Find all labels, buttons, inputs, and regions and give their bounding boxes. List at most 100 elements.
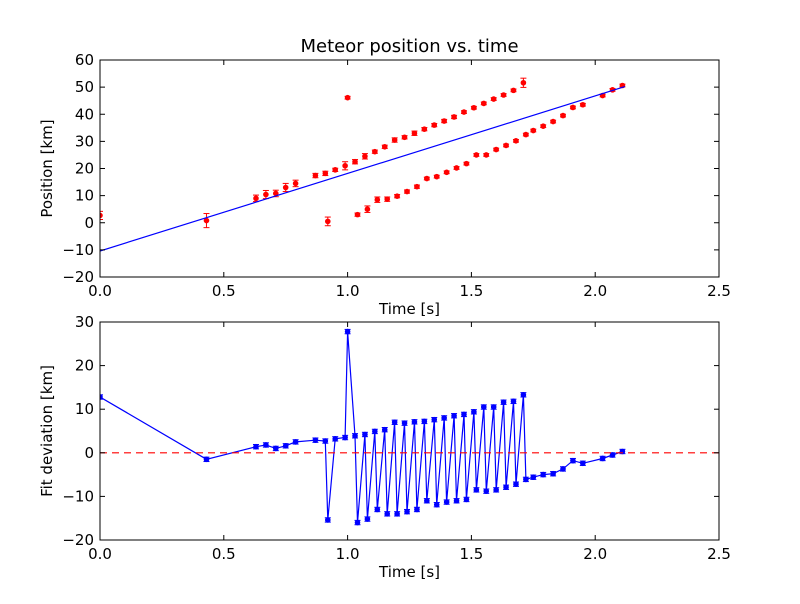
position-data-point [401, 134, 408, 141]
position-data-point [453, 165, 460, 171]
deviation-marker [424, 497, 430, 504]
deviation-data-point [530, 474, 537, 481]
deviation-marker [344, 328, 351, 335]
deviation-data-point [460, 411, 467, 418]
deviation-data-point [381, 426, 388, 433]
deviation-data-point [609, 452, 616, 458]
position-marker [352, 158, 358, 165]
deviation-chart-x-label: Time [s] [378, 563, 440, 581]
position-data-point [503, 142, 510, 149]
deviation-data-point [463, 496, 470, 503]
position-marker [342, 162, 348, 169]
position-marker [263, 191, 269, 198]
position-chart-y-label: Position [km] [38, 119, 56, 217]
position-data-point [433, 173, 440, 180]
deviation-marker [411, 419, 418, 425]
deviation-marker [493, 487, 499, 493]
position-data-point [381, 144, 388, 150]
position-data-point [404, 188, 411, 195]
position-data-point [470, 104, 477, 111]
position-marker [580, 101, 586, 108]
position-marker [461, 109, 467, 115]
position-data-point [473, 152, 480, 158]
deviation-data-point [361, 431, 368, 438]
position-marker [421, 126, 428, 132]
position-data-point [282, 182, 289, 193]
position-data-point [391, 137, 398, 143]
deviation-chart: 0.0 0.5 1.0 1.5 2.0 2.5 −20 −10 0 10 20 30 Time [s… [38, 313, 731, 581]
deviation-marker [513, 481, 519, 487]
position-marker [443, 169, 450, 176]
deviation-x-tick-label: 2.0 [583, 545, 607, 563]
deviation-marker [540, 471, 547, 478]
position-marker [203, 217, 210, 224]
position-y-tick-label: 60 [75, 51, 94, 69]
deviation-marker [473, 487, 480, 493]
position-marker [513, 138, 519, 144]
position-data-point [493, 146, 500, 153]
position-marker [523, 131, 529, 138]
position-data-point [540, 123, 547, 129]
position-data-point [560, 112, 567, 119]
deviation-deviation-line [100, 331, 623, 523]
deviation-data-point [453, 497, 460, 504]
position-chart-x-label: Time [s] [378, 300, 440, 318]
deviation-marker [471, 409, 477, 415]
deviation-data-point [421, 418, 428, 425]
position-marker [431, 122, 438, 128]
deviation-data-point [332, 436, 339, 442]
position-data-point [512, 138, 519, 144]
deviation-marker [354, 519, 361, 526]
position-data-point [384, 196, 391, 202]
position-data-point [480, 100, 487, 107]
deviation-marker [253, 443, 259, 450]
position-marker [490, 96, 497, 102]
position-data-point [423, 175, 430, 182]
position-marker [312, 172, 319, 179]
deviation-data-point [520, 392, 527, 398]
deviation-marker [292, 439, 299, 445]
position-marker [480, 100, 487, 107]
deviation-marker [312, 437, 319, 443]
deviation-data-point [441, 415, 448, 421]
deviation-marker [550, 470, 556, 477]
deviation-data-point [503, 484, 510, 491]
position-data-point [441, 118, 448, 124]
position-marker [292, 180, 299, 187]
position-marker [100, 212, 103, 219]
position-chart-x-ticks: 0.0 0.5 1.0 1.5 2.0 2.5 [88, 60, 731, 300]
deviation-y-tick-label: 10 [75, 400, 94, 418]
deviation-data-point [431, 416, 438, 423]
deviation-marker [421, 418, 428, 425]
position-data-point [394, 193, 401, 199]
position-chart-marks [100, 77, 626, 252]
deviation-marker [404, 508, 410, 515]
deviation-marker [332, 436, 339, 442]
position-x-tick-label: 1.0 [336, 282, 360, 300]
deviation-marker [362, 431, 368, 438]
deviation-marker [453, 497, 460, 504]
deviation-x-tick-label: 1.5 [459, 545, 483, 563]
deviation-marker [463, 496, 470, 503]
position-marker [570, 104, 576, 111]
position-y-tick-label: −10 [62, 241, 94, 259]
deviation-data-point [490, 404, 497, 410]
deviation-data-point [374, 506, 381, 513]
deviation-marker [364, 516, 371, 522]
position-data-point [579, 101, 586, 108]
position-marker [324, 218, 331, 225]
deviation-data-point [344, 328, 351, 335]
position-marker [520, 79, 527, 86]
deviation-y-tick-label: −10 [62, 487, 94, 505]
deviation-data-point [510, 398, 517, 405]
position-data-point [374, 196, 381, 203]
deviation-marker [580, 460, 586, 467]
deviation-data-point [312, 437, 319, 443]
deviation-marker [490, 404, 497, 410]
position-data-point [522, 131, 529, 138]
deviation-marker [560, 466, 566, 472]
deviation-data-point [550, 470, 557, 477]
deviation-data-point [292, 439, 299, 445]
deviation-data-point [354, 519, 361, 526]
